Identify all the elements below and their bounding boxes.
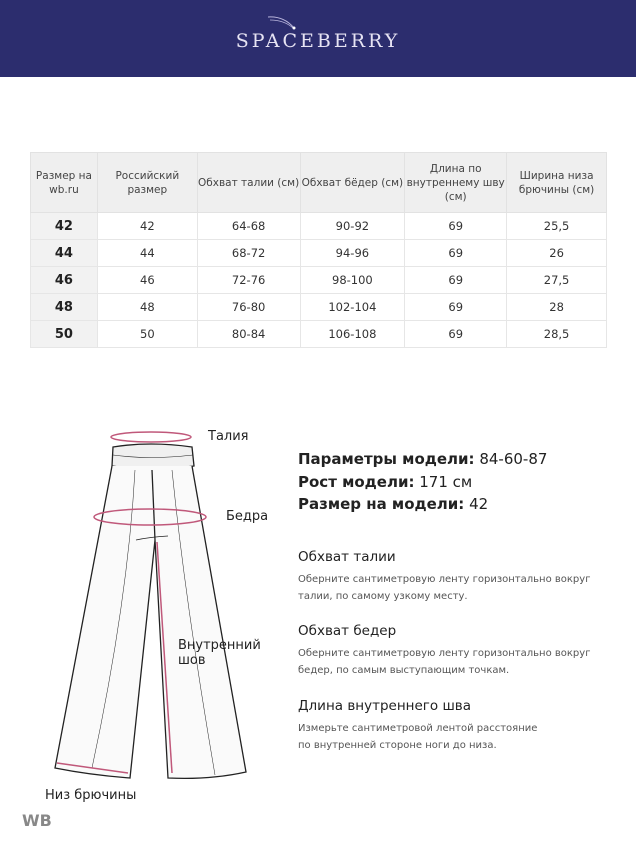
- table-cell: 25,5: [506, 212, 607, 240]
- column-header: Обхват талии (см): [196, 152, 301, 213]
- label-inseam: Внутренний шов: [178, 638, 261, 668]
- shooting-star-icon: [267, 15, 296, 29]
- label-hips: Бедра: [226, 509, 269, 524]
- instruction-text: Измерьте сантиметровой лентой расстояние…: [298, 723, 538, 751]
- column-header: Длина по внутреннему шву (см): [404, 152, 508, 213]
- instruction-text: Оберните сантиметровую ленту горизонталь…: [298, 574, 591, 602]
- params-label: Параметры модели:: [298, 450, 475, 468]
- table-cell: 50: [96, 320, 198, 348]
- instruction-title: Длина внутреннего шва: [298, 698, 472, 714]
- table-cell: 28: [506, 293, 607, 321]
- table-cell: 94-96: [299, 239, 406, 267]
- wb-watermark: WB: [22, 811, 52, 830]
- table-cell: 69: [404, 266, 508, 294]
- label-hem: Низ брючины: [45, 788, 137, 803]
- table-cell: 90-92: [299, 212, 406, 240]
- table-row: 46 46 72-76 98-100 69 27,5: [30, 266, 607, 294]
- table-cell: 69: [404, 293, 508, 321]
- height-value: 171 см: [419, 472, 473, 491]
- instruction-title: Обхват талии: [298, 549, 396, 565]
- table-cell: 28,5: [506, 320, 607, 348]
- hip-measure: [93, 508, 207, 526]
- table-cell: 48: [96, 293, 198, 321]
- size-value: 42: [469, 495, 489, 513]
- table-cell: 76-80: [196, 293, 301, 321]
- column-header: Обхват бёдер (см): [299, 152, 406, 213]
- table-cell: 42: [30, 212, 98, 240]
- table-cell: 72-76: [196, 266, 301, 294]
- inseam-measure: [156, 541, 173, 774]
- table-cell: 80-84: [196, 320, 301, 348]
- waist-measure: [110, 431, 192, 443]
- instruction-waist: Обхват талии Оберните сантиметровую ленту…: [298, 549, 618, 605]
- size-table: Размер на wb.ru Российский размер Обхват т…: [30, 152, 607, 348]
- table-cell: 48: [30, 293, 98, 321]
- label-waist: Талия: [208, 429, 249, 444]
- instruction-inseam: Длина внутреннего шва Измерьте сантиметро…: [298, 698, 618, 754]
- table-cell: 27,5: [506, 266, 607, 294]
- table-cell: 50: [30, 320, 98, 348]
- height-label: Рост модели:: [298, 472, 415, 491]
- table-cell: 106-108: [299, 320, 406, 348]
- column-header: Размер на wb.ru: [30, 152, 98, 213]
- table-cell: 64-68: [196, 212, 301, 240]
- brand-logo: SPACEBERRY: [235, 15, 401, 52]
- table-cell: 69: [404, 320, 508, 348]
- table-cell: 46: [30, 266, 98, 294]
- instruction-hips: Обхват бедер Оберните сантиметровую ленту…: [298, 623, 618, 679]
- column-header: Российский размер: [96, 152, 198, 213]
- table-cell: 44: [96, 239, 198, 267]
- size-label: Размер на модели:: [298, 495, 465, 513]
- table-cell: 68-72: [196, 239, 301, 267]
- model-params: Параметры модели: 84-60-87 Рост модели: …: [298, 448, 547, 516]
- column-header: Ширина низа брючины (см): [506, 152, 607, 213]
- table-cell: 69: [404, 239, 508, 267]
- table-cell: 69: [404, 212, 508, 240]
- brand-name: SPACEBERRY: [235, 29, 401, 52]
- table-row: 42 42 64-68 90-92 69 25,5: [30, 212, 607, 240]
- table-cell: 46: [96, 266, 198, 294]
- table-row: 48 48 76-80 102-104 69 28: [30, 293, 607, 321]
- pants-diagram: [54, 431, 247, 780]
- instruction-text: Оберните сантиметровую ленту горизонталь…: [298, 648, 591, 676]
- brand-header: SPACEBERRY: [0, 0, 636, 77]
- table-cell: 44: [30, 239, 98, 267]
- params-value: 84-60-87: [479, 450, 548, 468]
- table-cell: 26: [506, 239, 607, 267]
- instruction-title: Обхват бедер: [298, 623, 397, 639]
- hem-measure: [56, 762, 129, 774]
- table-row: 44 44 68-72 94-96 69 26: [30, 239, 607, 267]
- table-cell: 102-104: [299, 293, 406, 321]
- table-row: 50 50 80-84 106-108 69 28,5: [30, 320, 607, 348]
- table-cell: 98-100: [299, 266, 406, 294]
- table-cell: 42: [96, 212, 198, 240]
